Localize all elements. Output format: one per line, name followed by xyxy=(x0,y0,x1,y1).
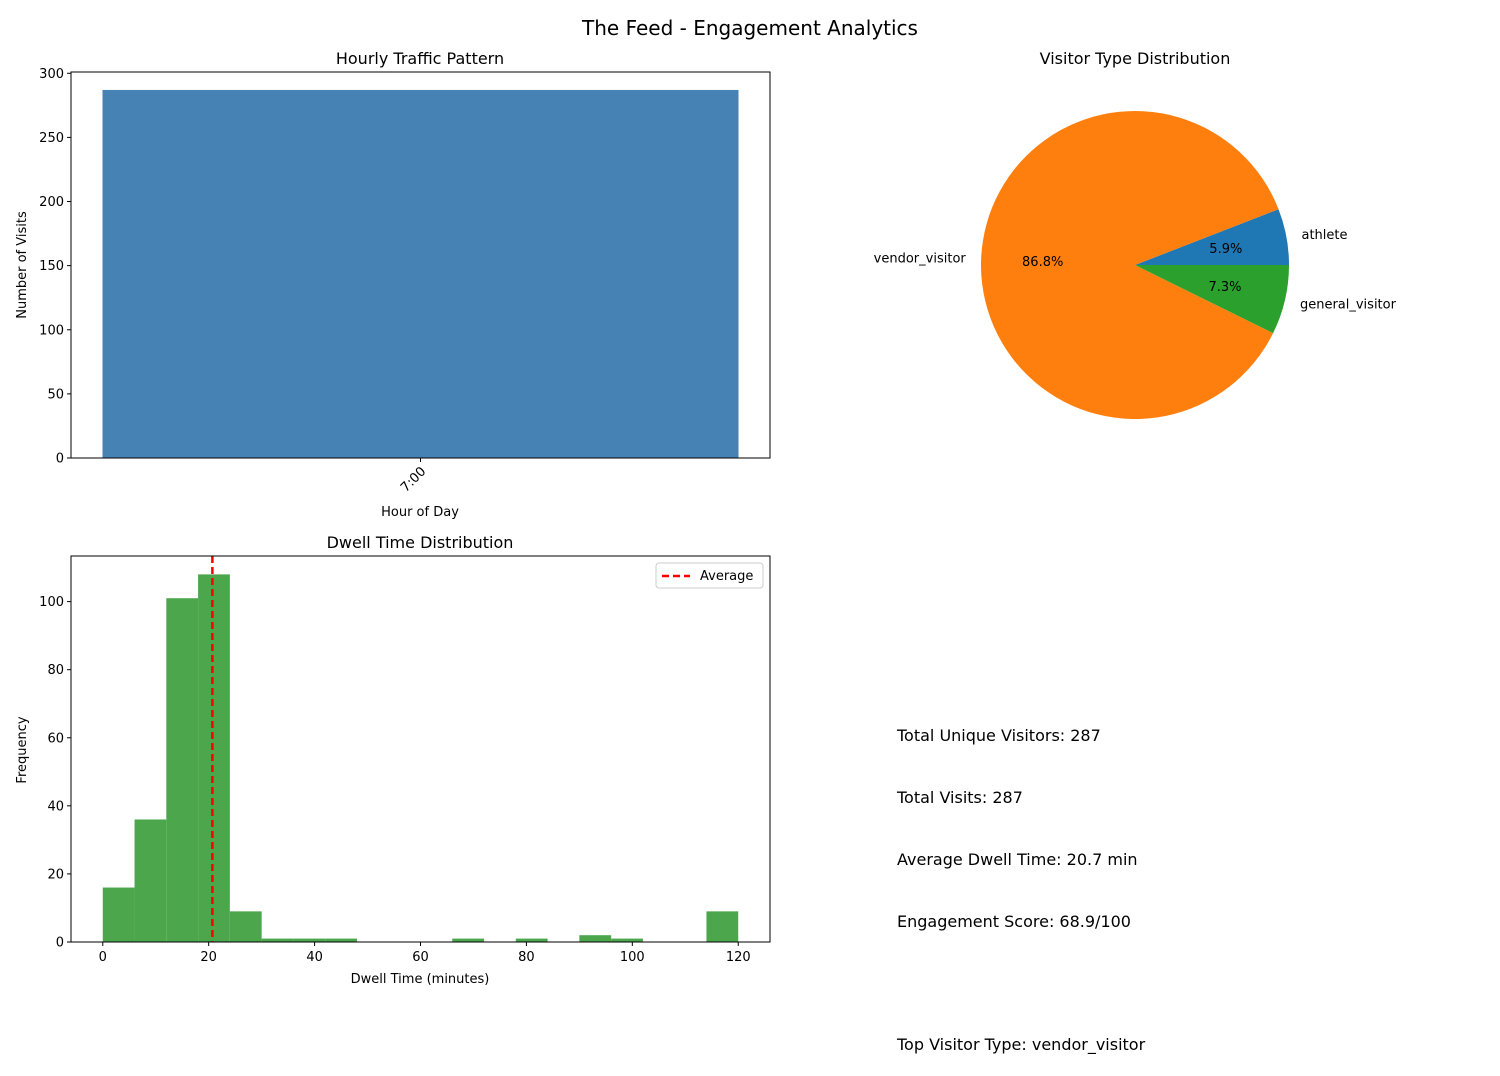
hist-bar xyxy=(706,911,739,942)
hist-chart-title: Dwell Time Distribution xyxy=(327,533,514,552)
hist-bar xyxy=(229,911,262,942)
pie-label: general_visitor xyxy=(1300,298,1397,313)
stat-average-dwell: Average Dwell Time: 20.7 min xyxy=(897,849,1138,869)
y-tick-label: 0 xyxy=(56,936,64,951)
x-tick-label: 120 xyxy=(726,950,751,965)
hist-bar xyxy=(261,938,294,942)
x-tick-label: 7:00 xyxy=(398,464,429,495)
hist-bar xyxy=(579,935,612,942)
y-tick-label: 80 xyxy=(47,663,64,678)
stat-engagement-score: Engagement Score: 68.9/100 xyxy=(897,911,1131,931)
summary-stats: Total Unique Visitors: 287 Total Visits:… xyxy=(897,685,1145,1076)
y-tick-label: 200 xyxy=(39,195,64,210)
pie-label: vendor_visitor xyxy=(874,252,967,267)
visitor-type-pie: Visitor Type Distribution athlete 5.9% ven… xyxy=(874,49,1397,419)
y-tick-label: 250 xyxy=(39,131,64,146)
dwell-time-histogram: Dwell Time Distribution 0 20 40 60 80 100 0 20… xyxy=(15,533,771,987)
x-tick-label: 0 xyxy=(99,950,107,965)
hist-bar xyxy=(515,938,548,942)
y-tick-label: 60 xyxy=(47,731,64,746)
stat-total-visits: Total Visits: 287 xyxy=(897,787,1023,807)
y-tick-label: 40 xyxy=(47,799,64,814)
bar xyxy=(102,89,739,458)
stat-spacer xyxy=(897,973,1145,994)
bar-chart-xlabel: Hour of Day xyxy=(381,505,459,520)
hist-bar xyxy=(325,938,357,942)
y-tick-label: 100 xyxy=(39,323,64,338)
hist-bar xyxy=(198,574,230,942)
hist-bar xyxy=(134,819,167,942)
hist-chart-ylabel: Frequency xyxy=(15,716,30,783)
y-tick-label: 150 xyxy=(39,259,64,274)
pie-chart-title: Visitor Type Distribution xyxy=(1040,49,1231,68)
hourly-traffic-chart: Hourly Traffic Pattern 0 50 100 150 200 250 30… xyxy=(15,49,771,520)
x-tick-label: 100 xyxy=(620,950,645,965)
stat-unique-visitors: Total Unique Visitors: 287 xyxy=(897,726,1101,746)
hist-bar xyxy=(452,938,485,942)
legend-box xyxy=(655,562,764,589)
pie-slice xyxy=(1135,209,1289,265)
pie-pct-label: 86.8% xyxy=(1022,255,1063,270)
pie-pct-label: 5.9% xyxy=(1209,242,1242,257)
figure: The Feed - Engagement Analytics Hourly T… xyxy=(15,16,1397,987)
x-tick-label: 80 xyxy=(518,950,535,965)
pie-label: athlete xyxy=(1301,228,1347,243)
y-tick-label: 20 xyxy=(47,867,64,882)
hist-bar xyxy=(166,598,199,942)
y-tick-label: 100 xyxy=(39,595,64,610)
x-tick-label: 20 xyxy=(200,950,217,965)
x-tick-label: 40 xyxy=(306,950,323,965)
bar-chart-ylabel: Number of Visits xyxy=(15,211,30,319)
stat-top-visitor-type: Top Visitor Type: vendor_visitor xyxy=(897,1035,1146,1055)
hist-chart-xlabel: Dwell Time (minutes) xyxy=(351,972,490,987)
hist-bar xyxy=(611,938,643,942)
pie-slice xyxy=(1135,265,1289,334)
pie-pct-label: 7.3% xyxy=(1208,280,1241,295)
hist-legend: Average xyxy=(655,562,764,589)
hist-bar xyxy=(102,887,135,942)
y-tick-label: 300 xyxy=(39,67,64,82)
hist-bar xyxy=(293,938,326,942)
legend-average-label: Average xyxy=(700,569,753,584)
y-tick-label: 50 xyxy=(47,387,64,402)
pie-slice xyxy=(981,110,1279,419)
x-tick-label: 60 xyxy=(412,950,429,965)
bar-chart-title: Hourly Traffic Pattern xyxy=(336,49,504,68)
figure-title: The Feed - Engagement Analytics xyxy=(581,16,918,40)
y-tick-label: 0 xyxy=(56,452,64,467)
